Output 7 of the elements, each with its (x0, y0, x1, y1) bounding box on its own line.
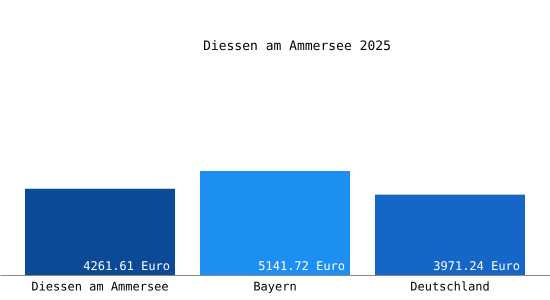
data-label: 4261.61 Euro (83, 259, 170, 273)
data-label: 5141.72 Euro (258, 259, 345, 273)
x-tick-label: Deutschland (410, 280, 490, 294)
chart-title: Diessen am Ammersee 2025 (203, 39, 391, 54)
x-tick-label: Diessen am Ammersee (31, 280, 169, 294)
x-tick-label: Bayern (253, 280, 297, 294)
data-label: 3971.24 Euro (433, 259, 520, 273)
